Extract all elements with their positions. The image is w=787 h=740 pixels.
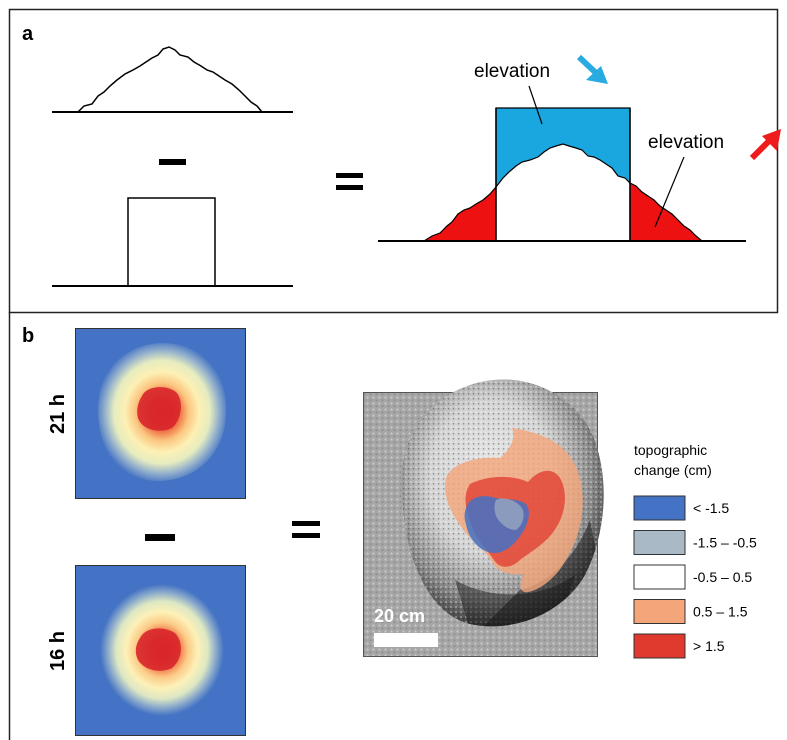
leader-line-right (654, 156, 685, 228)
legend-items: < -1.5 -1.5 – -0.5 -0.5 – 0.5 0.5 – 1.5 > 1.… (633, 495, 757, 659)
elevation-label-right: elevation (648, 132, 724, 153)
increase-arrow-icon (749, 129, 781, 161)
legend-swatch (633, 599, 686, 624)
scale-bar (374, 633, 438, 647)
legend-swatch (633, 633, 686, 659)
equals-sign-b-top (292, 521, 320, 526)
minus-sign-a (159, 159, 186, 165)
scale-bar-label: 20 cm (374, 606, 425, 626)
legend-swatch (633, 564, 686, 590)
elevation-gain-left (421, 185, 497, 242)
legend-label: < -1.5 (693, 500, 729, 516)
box-profile (127, 197, 216, 286)
legend-label: > 1.5 (693, 638, 725, 654)
decrease-arrow-icon (576, 54, 608, 84)
legend-label: 0.5 – 1.5 (693, 604, 748, 620)
legend-title-line2: change (cm) (634, 462, 712, 478)
leader-line-top (528, 85, 543, 125)
terrain-profile (77, 46, 263, 113)
heatmap-21h (75, 328, 246, 499)
panel-a-letter: a (22, 23, 34, 45)
equals-sign-a-bottom (336, 185, 363, 190)
heatmap-16h (75, 565, 246, 736)
change-loss-moderate (494, 498, 524, 530)
panel-b-letter: b (22, 325, 34, 347)
minus-sign-b (145, 534, 175, 541)
elevation-label-top: elevation (474, 61, 550, 82)
equals-sign-a-top (336, 173, 363, 178)
time-label-21h: 21 h (47, 394, 69, 434)
time-label-16h: 16 h (47, 631, 69, 671)
equals-sign-b-bottom (292, 533, 320, 538)
legend-swatch (633, 530, 686, 555)
legend-title-line1: topographic (634, 442, 707, 458)
legend-label: -1.5 – -0.5 (693, 535, 757, 551)
elevation-loss-area (495, 107, 631, 189)
legend: topographic change (cm) < -1.5 -1.5 – -0.… (633, 442, 757, 659)
elevation-gain-right (629, 182, 704, 242)
panel-a-frame (8, 8, 779, 314)
topographic-change-map: 20 cm (363, 379, 604, 657)
legend-swatch (633, 495, 686, 521)
legend-label: -0.5 – 0.5 (693, 569, 752, 585)
